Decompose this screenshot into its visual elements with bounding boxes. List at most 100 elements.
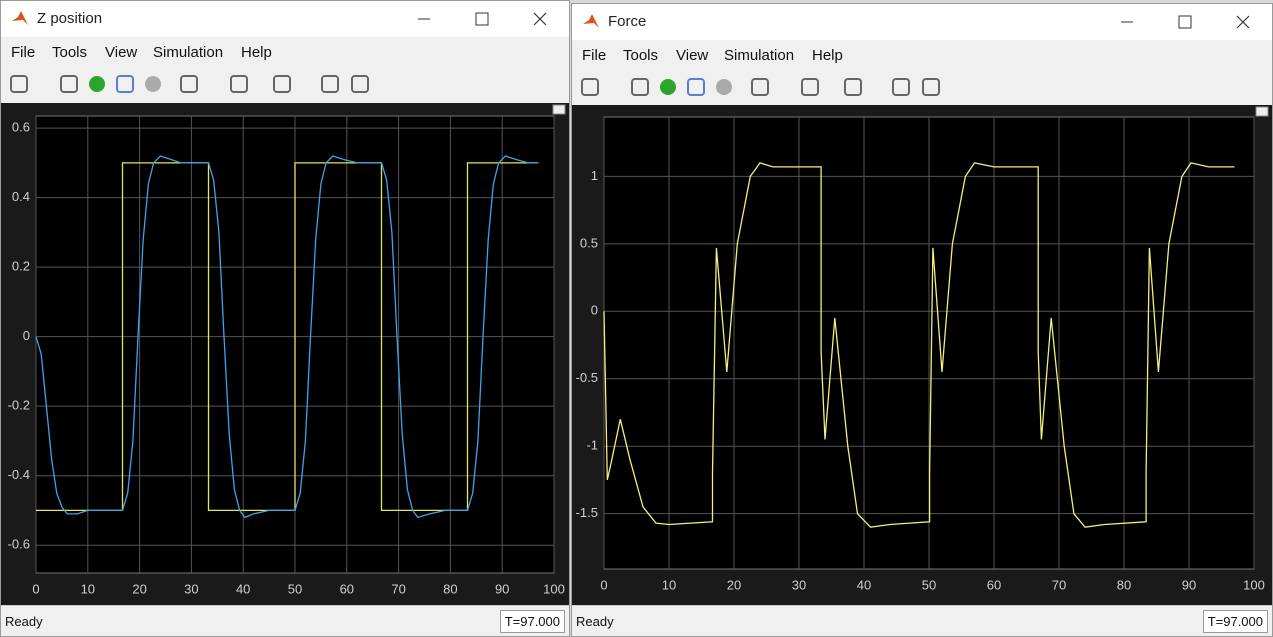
menu-item[interactable]: File (582, 47, 607, 64)
window-max-button[interactable] (459, 5, 505, 33)
toolbar-button[interactable] (89, 76, 105, 92)
toolbar-button[interactable] (751, 78, 769, 96)
menu-bar: File Tools View Simulation Help (572, 42, 1272, 68)
y-tick-label: 0.5 (580, 235, 598, 250)
window-close-button[interactable] (1220, 8, 1266, 36)
window-min-button[interactable] (1104, 8, 1150, 36)
x-tick-label: 40 (236, 581, 250, 596)
undock-button[interactable] (1255, 106, 1269, 117)
toolbar-button[interactable] (581, 78, 599, 96)
icon (1178, 15, 1192, 29)
x-tick-label: 50 (288, 581, 302, 596)
icon (475, 12, 489, 26)
x-tick-label: 60 (987, 577, 1001, 592)
window-title: Force (608, 13, 647, 30)
y-tick-label: 0.2 (12, 259, 30, 274)
x-tick-label: 60 (340, 581, 354, 596)
toolbar-button[interactable] (660, 79, 676, 95)
toolbar-button[interactable] (116, 75, 134, 93)
x-tick-label: 70 (391, 581, 405, 596)
window-max-button[interactable] (1162, 8, 1208, 36)
status-bar: Ready T=97.000 (572, 605, 1272, 636)
toolbar-button[interactable] (892, 78, 910, 96)
sim-time: T=97.000 (499, 610, 565, 633)
title-bar: Z position (1, 1, 569, 37)
y-tick-label: -0.5 (576, 370, 598, 385)
logo-shape (12, 11, 28, 25)
status-text: Ready (5, 614, 43, 629)
menu-item[interactable]: Tools (52, 44, 88, 61)
toolbar-button[interactable] (801, 78, 819, 96)
menu-item[interactable]: Simulation (724, 47, 795, 64)
toolbar (10, 75, 369, 93)
x-tick-label: 10 (81, 581, 95, 596)
plot-panel: -1.5 -1 -0.5 0 0.5 1 0 10 20 30 40 50 60 70 80 90 100 (572, 105, 1272, 606)
title-bar: Force (572, 4, 1272, 40)
toolbar-button[interactable] (631, 78, 649, 96)
window-close-button[interactable] (517, 5, 563, 33)
x-tick-label: 70 (1052, 577, 1066, 592)
signal-line (36, 162, 539, 512)
y-tick-label: 1 (591, 168, 598, 183)
x-tick-label: 40 (857, 577, 871, 592)
window-min-button[interactable] (401, 5, 447, 33)
sim-time: T=97.000 (1202, 610, 1268, 633)
toolbar-button[interactable] (351, 75, 369, 93)
y-tick-label: 0.6 (12, 120, 30, 135)
window: Force File Tools View Simulation Help -1.5 -1 -0… (571, 3, 1273, 637)
x-tick-label: 100 (543, 581, 565, 596)
menu-item[interactable]: View (676, 47, 709, 64)
icon (533, 12, 547, 26)
menu-item[interactable]: Help (812, 47, 843, 64)
x-tick-label: 100 (1243, 577, 1265, 592)
menu-item[interactable]: Tools (623, 47, 659, 64)
y-tick-label: 0.4 (12, 189, 30, 204)
plot-panel: -0.6 -0.4 -0.2 0 0.2 0.4 0.6 0 10 20 30 40 50 60 70 80 9… (1, 103, 569, 606)
toolbar (581, 78, 940, 96)
y-tick-label: 0 (591, 303, 598, 318)
signal-line (603, 162, 1235, 528)
app-icon (583, 14, 599, 28)
scope-axes: -1.5-1-0.500.510 10 20 30 40 50 60 70 80 90 100 (576, 106, 1269, 592)
logo-shape (583, 14, 599, 28)
x-tick-label: 30 (792, 577, 806, 592)
x-tick-label: 0 (600, 577, 607, 592)
toolbar-button[interactable] (60, 75, 78, 93)
scope-axes: -0.6 -0.4 -0.2 0 0.2 0.4 0.6 0 10 20 30 40 50 60 70 80 9… (8, 104, 566, 596)
status-bar: Ready T=97.000 (1, 605, 569, 636)
y-tick-label: -0.6 (8, 537, 30, 552)
toolbar-button[interactable] (10, 75, 28, 93)
toolbar-button[interactable] (230, 75, 248, 93)
x-tick-label: 30 (184, 581, 198, 596)
undock-button[interactable] (552, 104, 566, 115)
status-text: Ready (576, 614, 614, 629)
x-tick-label: 0 (32, 581, 39, 596)
window-title: Z position (37, 10, 103, 27)
x-tick-label: 20 (727, 577, 741, 592)
x-tick-label: 90 (1182, 577, 1196, 592)
x-tick-label: 10 (662, 577, 676, 592)
y-tick-label: -1 (586, 438, 598, 453)
x-tick-label: 90 (495, 581, 509, 596)
toolbar-button[interactable] (273, 75, 291, 93)
menu-item[interactable]: View (105, 44, 138, 61)
icon (1236, 15, 1250, 29)
x-tick-label: 20 (132, 581, 146, 596)
menu-item[interactable]: Help (241, 44, 272, 61)
app-icon (12, 11, 28, 25)
signal-line (35, 155, 539, 519)
toolbar-button[interactable] (321, 75, 339, 93)
toolbar-button[interactable] (844, 78, 862, 96)
x-tick-label: 80 (443, 581, 457, 596)
x-tick-label: 80 (1117, 577, 1131, 592)
toolbar-button[interactable] (687, 78, 705, 96)
toolbar-button[interactable] (180, 75, 198, 93)
toolbar-button[interactable] (716, 79, 732, 95)
menu-item[interactable]: File (11, 44, 36, 61)
menu-bar: File Tools View Simulation Help (1, 39, 569, 65)
y-tick-label: -0.4 (8, 467, 30, 482)
menu-item[interactable]: Simulation (153, 44, 224, 61)
toolbar-button[interactable] (922, 78, 940, 96)
toolbar-button[interactable] (145, 76, 161, 92)
